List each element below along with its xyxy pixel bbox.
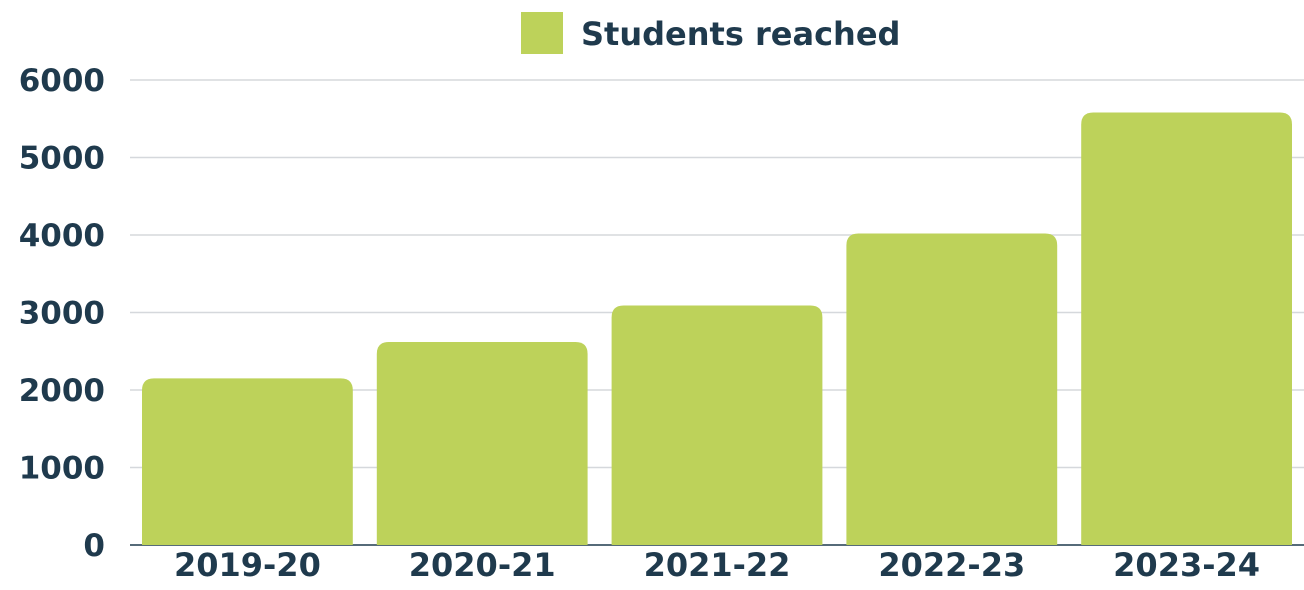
bar-2022-23 [846,233,1058,545]
legend-label: Students reached [581,15,900,53]
y-tick-label: 3000 [19,296,105,332]
y-tick-label: 1000 [19,451,105,487]
x-tick-label: 2020-21 [409,546,556,584]
y-tick-label: 6000 [19,63,105,99]
y-tick-label: 5000 [19,141,105,177]
bar-2021-22 [611,305,823,545]
bar-2019-20 [142,378,353,545]
bar-2020-21 [376,341,588,545]
y-tick-label: 2000 [19,373,105,409]
legend-swatch [521,12,563,54]
bar-2023-24 [1081,112,1292,546]
x-tick-label: 2021-22 [644,546,791,584]
x-tick-label: 2023-24 [1113,546,1260,584]
y-tick-label: 0 [83,528,105,564]
x-tick-label: 2022-23 [878,546,1025,584]
bars [142,112,1292,546]
y-tick-label: 4000 [19,218,105,254]
legend: Students reached [521,12,900,54]
y-axis-ticks: 0 1000 2000 3000 4000 5000 6000 [19,63,105,564]
x-tick-label: 2019-20 [174,546,321,584]
x-axis-ticks: 2019-20 2020-21 2021-22 2022-23 2023-24 [174,546,1260,584]
